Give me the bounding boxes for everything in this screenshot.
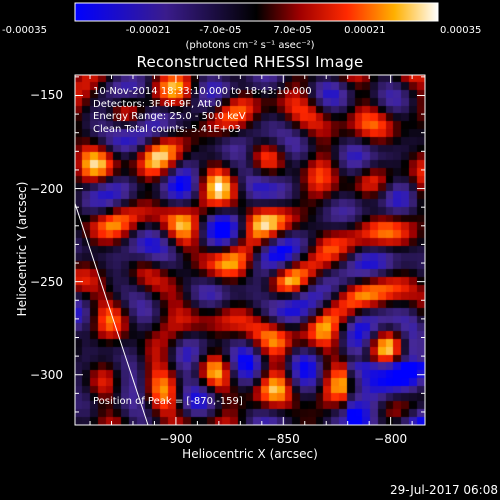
axis-tick-marks [75, 75, 425, 425]
colorbar-tick-label: 0.00035 [440, 25, 482, 36]
peak-position: Position of Peak = [-870,-159] [93, 396, 243, 407]
colorbar-tick-label: -0.00021 [125, 25, 171, 36]
heatmap-image [75, 75, 425, 425]
colorbar-tick-label: -0.00035 [2, 25, 47, 36]
x-tick-label: −800 [374, 432, 408, 446]
y-tick-label: −150 [30, 88, 63, 103]
colorbar-tick-label: 0.00021 [344, 25, 386, 36]
y-tick-label: −250 [30, 274, 63, 289]
datestamp: 29-Jul-2017 06:08 [389, 483, 498, 497]
chart-title: Reconstructed RHESSI Image [136, 53, 364, 71]
y-tick-label: −200 [30, 181, 63, 196]
info-total-counts: Clean Total counts: 5.41E+03 [93, 123, 241, 135]
colorbar [74, 2, 439, 22]
colorbar-tick-label: 7.0e-05 [273, 25, 312, 36]
solar-limb-line [74, 203, 149, 426]
x-axis-label: Heliocentric X (arcsec) [182, 447, 318, 461]
info-detectors: Detectors: 3F 6F 9F, Att 0 [93, 98, 222, 110]
plot-frame [74, 74, 426, 426]
colorbar-tick-label: -7.0e-05 [199, 25, 242, 36]
x-tick-label: −900 [159, 432, 193, 446]
y-tick-label: −300 [30, 367, 63, 382]
colorbar-units: (photons cm⁻² s⁻¹ asec⁻²) [185, 40, 315, 51]
y-axis-label: Heliocentric Y (arcsec) [15, 181, 29, 317]
info-block: 10-Nov-2014 18:33:10.000 to 18:43:10.000… [93, 86, 312, 136]
info-time-range: 10-Nov-2014 18:33:10.000 to 18:43:10.000 [93, 86, 312, 97]
info-energy-range: Energy Range: 25.0 - 50.0 keV [93, 111, 246, 122]
x-tick-label: −850 [266, 432, 300, 446]
